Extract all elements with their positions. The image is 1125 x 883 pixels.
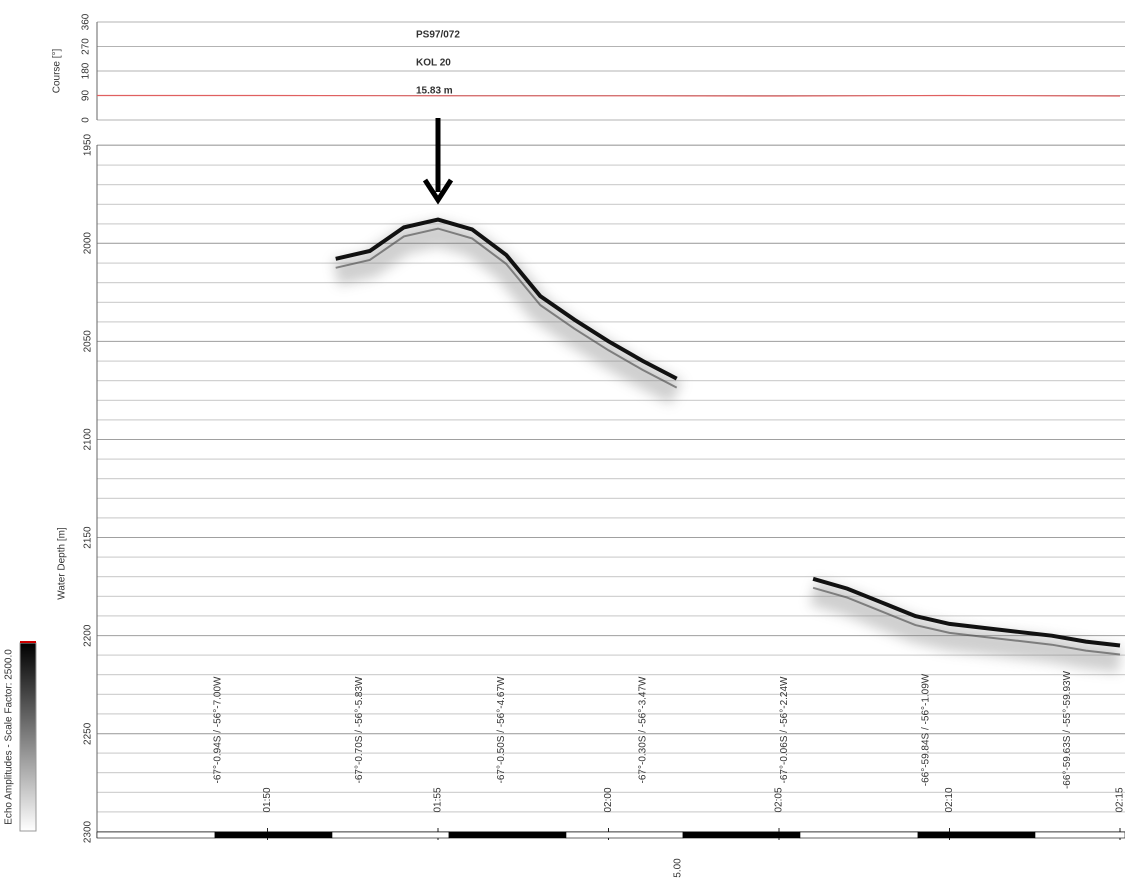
position-label: -67°-0.94S / -56°-7.00W: [213, 676, 224, 783]
x-tick-label: 02:15: [1115, 787, 1125, 812]
y-tick-label: 2200: [83, 624, 94, 647]
minor-grid: [97, 145, 1125, 832]
y-tick-label: 270: [81, 38, 92, 55]
position-label: -67°-0.70S / -56°-5.83W: [354, 676, 365, 783]
colorbar-label: Echo Amplitudes - Scale Factor: 2500.0: [4, 649, 15, 825]
y-tick-label: 360: [81, 13, 92, 30]
y-tick-label: 0: [81, 117, 92, 123]
seafloor-line: [335, 217, 1121, 648]
x-tick-label: 02:05: [774, 787, 785, 812]
y-tick-label: 2000: [83, 232, 94, 255]
scale-bar-segment: [917, 831, 1036, 839]
annotation-text: 15.83 m: [416, 86, 453, 97]
y-axis-label: Water Depth [m]: [57, 527, 68, 600]
scale-bar-segment: [448, 831, 567, 839]
x-tick-label: 01:55: [433, 787, 444, 812]
y-tick-label: 2250: [83, 722, 94, 745]
arrow-head: [422, 178, 454, 205]
y-tick-label: 1950: [83, 133, 94, 156]
y-axis-label: Course [°]: [52, 48, 63, 93]
colorbar: [19, 642, 37, 832]
scale-label: 5.00: [673, 858, 684, 878]
scale-bar-segment: [96, 831, 216, 839]
position-label: -66°-59.84S / -56°-1.09W: [921, 673, 932, 786]
scale-bar-segment: [331, 831, 450, 839]
scale-bar-segment: [565, 831, 684, 839]
annotation-text: KOL 20: [416, 58, 451, 69]
y-tick-label: 180: [81, 62, 92, 79]
y-tick-label: 2300: [83, 820, 94, 843]
x-tick-label: 02:10: [944, 787, 955, 812]
y-tick-label: 2150: [83, 526, 94, 549]
position-label: -67°-0.30S / -56°-3.47W: [637, 676, 648, 783]
y-tick-label: 2050: [83, 330, 94, 353]
scale-bar-segment: [682, 831, 801, 839]
position-label: -66°-59.63S / -55°-59.93W: [1062, 670, 1073, 789]
reflection-haze: [332, 220, 1122, 673]
scale-bar-segment: [214, 831, 333, 839]
y-tick-label: 90: [81, 90, 92, 102]
annotation-text: PS97/072: [416, 30, 460, 41]
scale-bar-segment: [799, 831, 919, 839]
course-line: [97, 94, 1121, 97]
y-tick-label: 2100: [83, 428, 94, 451]
scale-bar-segment: [1034, 831, 1125, 839]
sub-reflector: [335, 227, 1121, 656]
x-tick-label: 02:00: [603, 787, 614, 812]
position-label: -67°-0.50S / -56°-4.67W: [496, 676, 507, 783]
x-tick-label: 01:50: [262, 787, 273, 812]
position-label: -67°-0.06S / -56°-2.24W: [779, 676, 790, 783]
